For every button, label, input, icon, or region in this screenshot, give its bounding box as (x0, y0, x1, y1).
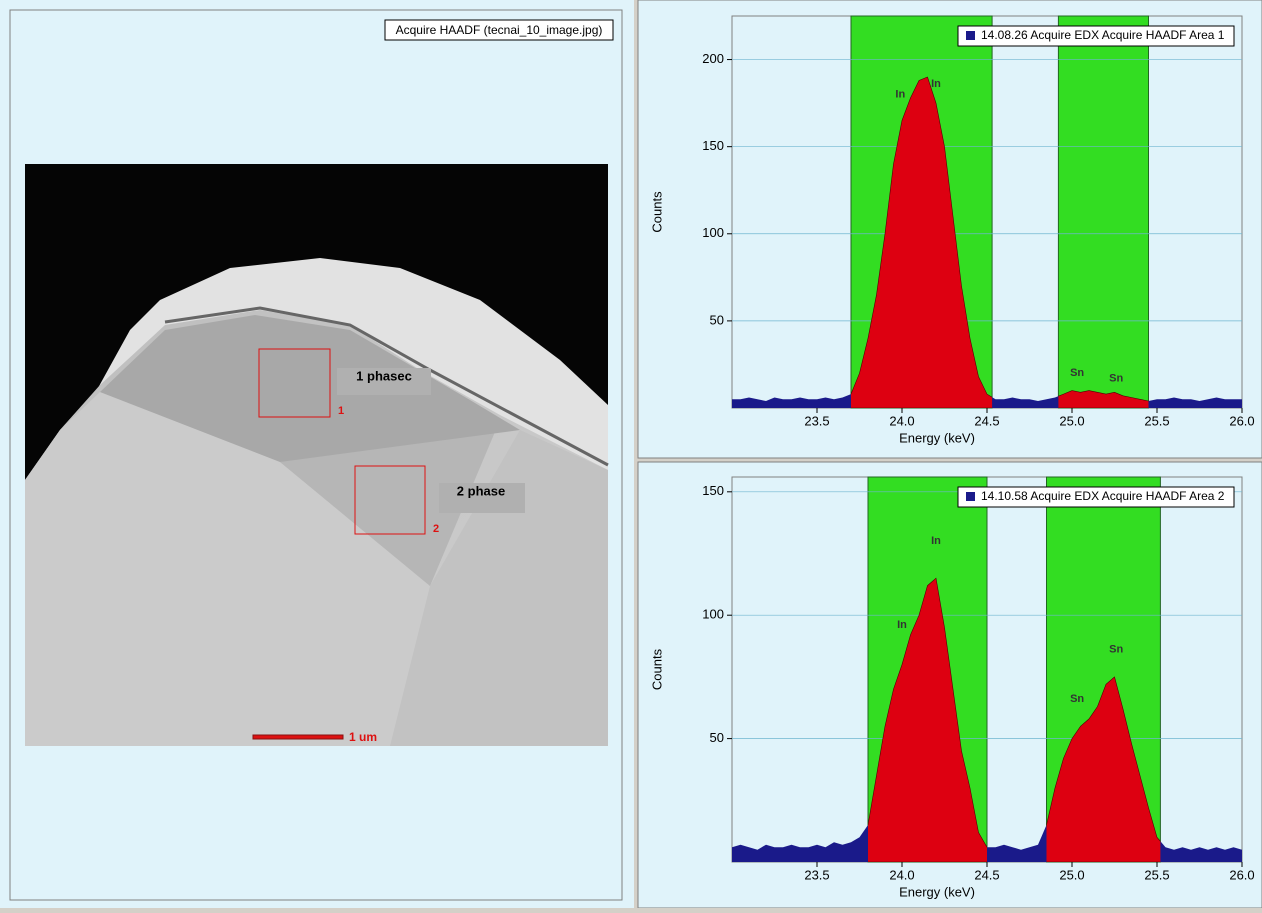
region-label: 2 phase (457, 483, 505, 498)
legend-label: 14.08.26 Acquire EDX Acquire HAADF Area … (981, 28, 1225, 42)
region-number: 1 (338, 405, 344, 417)
roi-window (1057, 15, 1150, 409)
peak-label: In (895, 88, 905, 100)
x-tick-label: 25.5 (1144, 867, 1169, 882)
y-tick-label: 100 (702, 607, 724, 622)
x-tick-label: 25.0 (1059, 413, 1084, 428)
peak-label: In (897, 619, 907, 631)
x-tick-label: 23.5 (804, 867, 829, 882)
scale-bar-label: 1 um (349, 730, 377, 744)
peak-label: Sn (1070, 693, 1084, 705)
y-axis-label: Counts (649, 191, 664, 233)
region-label: 1 phasec (356, 368, 412, 383)
image-frame (9, 9, 623, 901)
region-number: 2 (433, 523, 439, 535)
x-tick-label: 24.0 (889, 413, 914, 428)
peak-label: Sn (1070, 367, 1084, 379)
region-label-box (439, 483, 525, 513)
x-axis-label: Energy (keV) (899, 884, 975, 899)
image-title: Acquire HAADF (tecnai_10_image.jpg) (396, 23, 603, 37)
y-axis-label: Counts (649, 648, 664, 690)
y-tick-label: 50 (710, 730, 724, 745)
image-title-box (384, 19, 614, 41)
x-tick-label: 26.0 (1229, 413, 1254, 428)
y-tick-label: 100 (702, 225, 724, 240)
y-tick-label: 50 (710, 312, 724, 327)
x-tick-label: 24.5 (974, 867, 999, 882)
peak-fill (1046, 676, 1161, 862)
y-tick-label: 150 (702, 483, 724, 498)
x-tick-label: 25.5 (1144, 413, 1169, 428)
x-tick-label: 25.0 (1059, 867, 1084, 882)
peak-fill (868, 577, 987, 862)
legend-box (957, 486, 1235, 508)
peak-fill (1058, 390, 1149, 408)
x-axis-label: Energy (keV) (899, 430, 975, 445)
legend-swatch (966, 492, 975, 501)
x-tick-label: 24.5 (974, 413, 999, 428)
y-tick-label: 150 (702, 138, 724, 153)
peak-label: Sn (1109, 644, 1123, 656)
x-tick-label: 23.5 (804, 413, 829, 428)
peak-fill (851, 76, 993, 408)
x-tick-label: 26.0 (1229, 867, 1254, 882)
legend-label: 14.10.58 Acquire EDX Acquire HAADF Area … (981, 489, 1225, 503)
peak-label: In (931, 535, 941, 547)
x-tick-label: 24.0 (889, 867, 914, 882)
legend-swatch (966, 31, 975, 40)
region-box (258, 348, 331, 418)
sem-image (25, 164, 609, 746)
region-box (354, 465, 426, 535)
region-label-box (337, 368, 431, 395)
scale-bar (252, 734, 344, 740)
peak-label: Sn (1109, 372, 1123, 384)
peak-label: In (931, 78, 941, 90)
legend-box (957, 25, 1235, 47)
y-tick-label: 200 (702, 51, 724, 66)
